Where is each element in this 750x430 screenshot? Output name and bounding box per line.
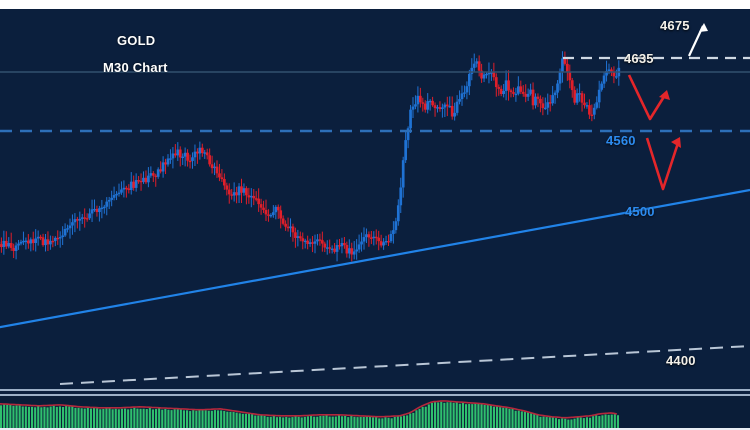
price-label-4500: 4500: [625, 204, 655, 219]
price-label-4560: 4560: [606, 133, 636, 148]
volume-indicator-pane: [0, 396, 750, 428]
pane-separator-top: [0, 389, 750, 391]
channel-line-4400: [59, 345, 750, 385]
corrective-zigzag-upper: [627, 74, 670, 121]
page-title: GOLD: [117, 33, 156, 48]
price-label-4400: 4400: [666, 353, 696, 368]
price-pane: GOLD M30 Chart 4675 4635 4560 4500 4400: [0, 9, 750, 392]
price-label-4675: 4675: [660, 18, 690, 33]
volume-bars: [0, 401, 619, 428]
bullish-projection-arrow: [688, 23, 708, 57]
chart-bottom-border: [0, 428, 750, 430]
pane-separator-bottom: [0, 394, 750, 396]
price-label-4635: 4635: [624, 51, 654, 66]
volume-histogram-layer: [0, 400, 619, 428]
volume-signal-line: [0, 400, 618, 419]
price-overlay-layer: [0, 23, 750, 385]
chart-top-border: [0, 0, 750, 9]
price-candles-layer: [0, 51, 621, 262]
chart-subtitle: M30 Chart: [103, 60, 168, 75]
candlestick-series: [0, 51, 621, 262]
trendline-4500: [0, 188, 750, 329]
corrective-zigzag-lower: [645, 137, 681, 191]
